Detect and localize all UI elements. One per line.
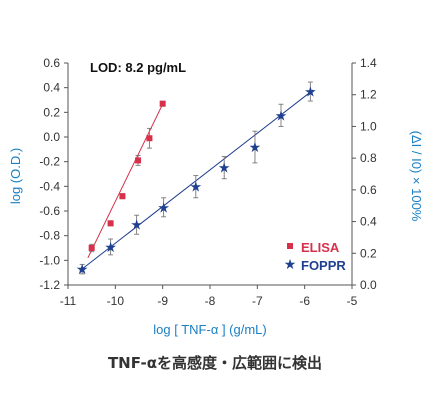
- right-y-tick-label: 0.8: [360, 151, 377, 165]
- foppr-error-bar: [193, 175, 199, 199]
- foppr-point: ★: [157, 200, 170, 216]
- foppr-point: ★: [190, 180, 203, 196]
- elisa-point: [135, 157, 142, 164]
- elisa-fit-line: [87, 101, 165, 259]
- data-markers: ★ ★ ★ ★ ★ ★ ★ ★ ★: [76, 85, 317, 279]
- foppr-error-bar: [134, 214, 140, 235]
- left-y-tick-label: 0.0: [43, 130, 60, 144]
- elisa-point: [119, 193, 126, 200]
- caption: TNF-αを高感度・広範囲に検出: [107, 354, 323, 372]
- elisa-point: [146, 135, 153, 142]
- left-y-tick-label: -1.0: [39, 253, 60, 267]
- foppr-error-bar: [161, 197, 167, 218]
- ticks: -11 -10 -9 -8 -7 -6 -5 0.6 0.4 0.2 0.0 -0.2 -0.4 -0.6…: [39, 56, 377, 308]
- foppr-fit-line: [79, 89, 314, 272]
- foppr-point: ★: [104, 240, 117, 256]
- left-y-tick-label: -0.4: [39, 179, 60, 193]
- legend: ELISA ★ FOPPR: [284, 240, 347, 273]
- fit-lines: [79, 89, 314, 272]
- elisa-point: [107, 220, 114, 227]
- legend-foppr-label: FOPPR: [301, 258, 346, 273]
- x-tick-label: -11: [60, 294, 77, 308]
- foppr-point: ★: [218, 161, 231, 177]
- right-axis-title: (ΔI / I0) × 100%: [409, 131, 424, 222]
- left-y-tick-label: -1.2: [39, 278, 60, 292]
- right-y-tick-label: 0.0: [360, 278, 377, 292]
- left-y-tick-label: 0.2: [43, 105, 60, 119]
- legend-foppr-marker: ★: [284, 257, 297, 273]
- x-tick-label: -10: [107, 294, 125, 308]
- right-y-tick-label: 0.2: [360, 246, 377, 260]
- foppr-error-bar: [79, 263, 85, 275]
- foppr-point: ★: [76, 262, 89, 278]
- left-y-tick-label: -0.8: [39, 229, 60, 243]
- foppr-error-bar: [307, 81, 313, 102]
- lod-annotation: LOD: 8.2 pg/mL: [90, 60, 186, 75]
- foppr-point: ★: [130, 218, 143, 234]
- left-y-tick-label: -0.6: [39, 204, 60, 218]
- x-tick-label: -9: [157, 294, 168, 308]
- right-y-tick-label: 1.4: [360, 56, 377, 70]
- foppr-error-bar: [221, 156, 227, 180]
- foppr-error-bar: [252, 130, 258, 164]
- left-y-tick-label: 0.4: [43, 81, 60, 95]
- foppr-error-bar: [278, 103, 284, 127]
- elisa-point: [159, 100, 166, 107]
- left-y-tick-label: -0.2: [39, 155, 60, 169]
- bottom-axis-title: log [ TNF-α ] (g/mL): [153, 322, 266, 337]
- foppr-point: ★: [249, 140, 262, 156]
- left-y-tick-label: 0.6: [43, 56, 60, 70]
- right-y-tick-label: 1.0: [360, 119, 377, 133]
- right-y-tick-label: 0.4: [360, 215, 377, 229]
- x-tick-label: -8: [205, 294, 216, 308]
- legend-elisa-marker: [287, 243, 293, 249]
- foppr-point: ★: [275, 108, 288, 124]
- elisa-point: [88, 245, 95, 251]
- foppr-point: ★: [304, 85, 317, 101]
- left-axis-title: log (O.D.): [8, 148, 23, 204]
- right-y-tick-label: 0.6: [360, 183, 377, 197]
- foppr-error-bar: [108, 238, 114, 256]
- legend-elisa-label: ELISA: [301, 240, 340, 255]
- x-tick-label: -5: [347, 294, 358, 308]
- right-y-tick-label: 1.2: [360, 88, 377, 102]
- x-tick-label: -7: [252, 294, 263, 308]
- x-tick-label: -6: [299, 294, 310, 308]
